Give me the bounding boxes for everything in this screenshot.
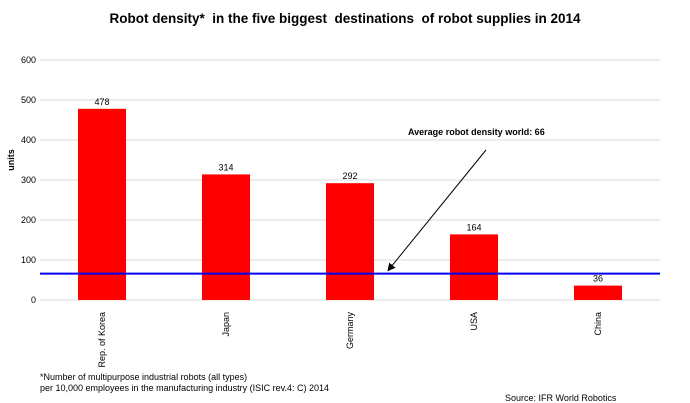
y-tick-label: 200 <box>21 215 36 225</box>
x-tick-label: China <box>593 312 603 336</box>
bar-usa <box>450 234 498 300</box>
y-tick-label: 400 <box>21 135 36 145</box>
data-labels: 478 314 292 164 36 <box>94 97 603 284</box>
x-axis-ticks: Rep. of Korea Japan Germany USA China <box>97 312 603 368</box>
bar-rep-of-korea <box>78 108 126 300</box>
y-axis-label: units <box>6 149 16 171</box>
data-label: 164 <box>466 222 481 232</box>
x-tick-label: Japan <box>221 312 231 337</box>
chart-title: Robot density* in the five biggest desti… <box>109 11 581 26</box>
y-tick-label: 0 <box>31 295 36 305</box>
bars <box>78 108 622 300</box>
y-tick-label: 600 <box>21 55 36 65</box>
x-tick-label: Rep. of Korea <box>97 312 107 368</box>
source-note: Source: IFR World Robotics <box>505 393 617 403</box>
y-tick-label: 300 <box>21 175 36 185</box>
bar-china <box>574 285 622 300</box>
footnote-line-1: *Number of multipurpose industrial robot… <box>40 372 248 382</box>
bar-germany <box>326 183 374 300</box>
footnote: *Number of multipurpose industrial robot… <box>40 372 329 394</box>
y-tick-label: 100 <box>21 255 36 265</box>
data-label: 292 <box>342 171 357 181</box>
data-label: 314 <box>218 162 233 172</box>
y-axis-ticks: 0 100 200 300 400 500 600 <box>21 55 36 305</box>
footnote-line-2: per 10,000 employees in the manufacturin… <box>40 383 329 393</box>
average-line-label: Average robot density world: 66 <box>408 127 545 137</box>
data-label: 478 <box>94 97 109 107</box>
x-tick-label: USA <box>469 312 479 331</box>
x-tick-label: Germany <box>345 312 355 350</box>
annotation-arrow <box>387 149 487 272</box>
bar-japan <box>202 174 250 300</box>
data-label: 36 <box>593 274 603 284</box>
y-tick-label: 500 <box>21 95 36 105</box>
